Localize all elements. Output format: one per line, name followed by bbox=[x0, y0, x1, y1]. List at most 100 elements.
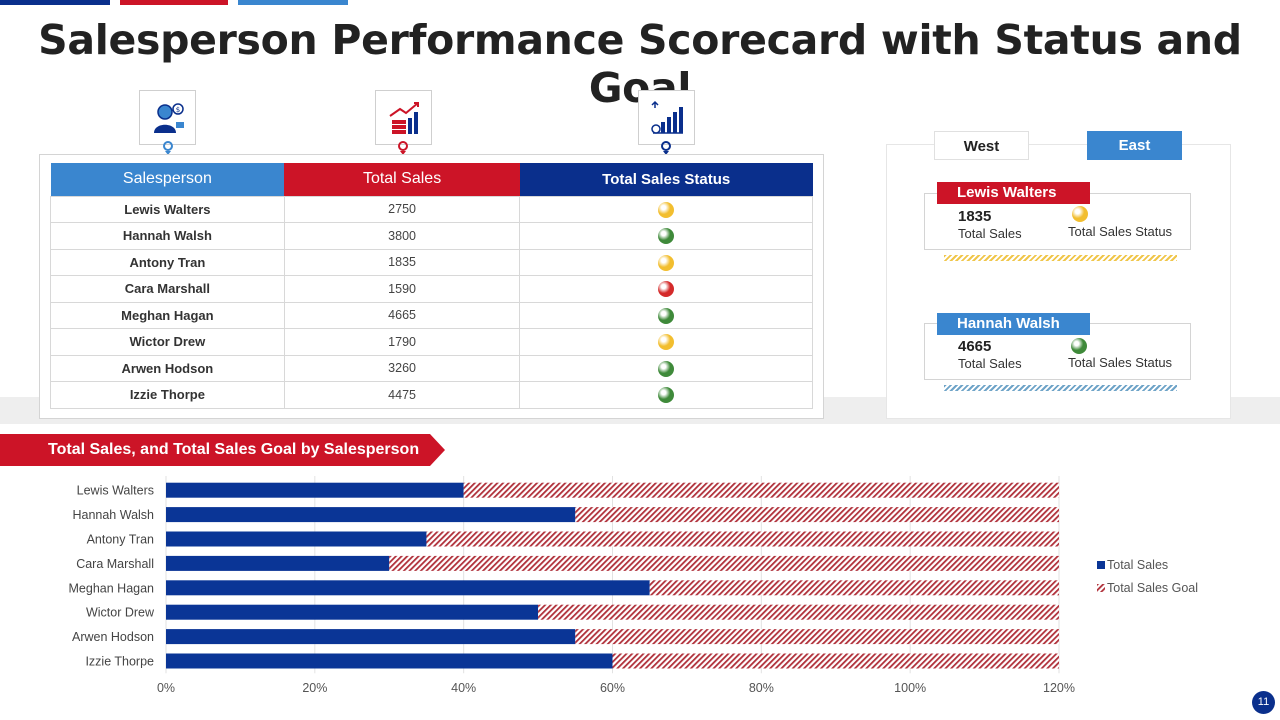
sales-goal-bar bbox=[463, 482, 1060, 498]
accent-bar-red bbox=[120, 0, 228, 5]
sales-money-icon bbox=[375, 90, 432, 145]
table-header-row: Salesperson Total Sales Total Sales Stat… bbox=[50, 163, 813, 196]
category-label: Arwen Hodson bbox=[72, 630, 154, 644]
card-name-label: Lewis Walters bbox=[937, 182, 1090, 204]
x-tick-label: 20% bbox=[302, 681, 327, 695]
category-label: Cara Marshall bbox=[76, 557, 154, 571]
total-sales-value: 3260 bbox=[283, 354, 521, 382]
total-sales-value: 4475 bbox=[283, 381, 521, 409]
accent-bar-navy bbox=[0, 0, 110, 5]
total-sales-value: 2750 bbox=[283, 195, 521, 223]
pin-icon bbox=[661, 141, 671, 155]
card-status-label: Total Sales Status bbox=[1068, 224, 1173, 239]
legend-label: Total Sales Goal bbox=[1107, 581, 1198, 595]
sales-goal-bar bbox=[389, 555, 1059, 571]
table-row: Meghan Hagan 4665 bbox=[50, 301, 813, 329]
status-dot bbox=[658, 281, 675, 298]
status-dot bbox=[658, 254, 675, 271]
growth-chart-icon bbox=[638, 90, 695, 145]
sales-goal-bar bbox=[649, 580, 1059, 596]
total-sales-bar bbox=[166, 555, 390, 571]
x-tick-label: 60% bbox=[600, 681, 625, 695]
sales-goal-bar bbox=[538, 604, 1059, 620]
page-title: Salesperson Performance Scorecard with S… bbox=[38, 16, 1242, 112]
svg-text:$: $ bbox=[175, 106, 179, 114]
salesperson-name: Antony Tran bbox=[50, 248, 285, 276]
scorecard-table: Salesperson Total Sales Total Sales Stat… bbox=[50, 163, 813, 409]
sales-goal-bar bbox=[612, 653, 1059, 669]
x-tick-label: 100% bbox=[894, 681, 926, 695]
total-sales-bar bbox=[166, 482, 464, 498]
card-total-value: 4665 bbox=[958, 338, 992, 355]
legend-swatch bbox=[1097, 561, 1105, 569]
salesperson-icon: $ bbox=[139, 90, 196, 145]
total-sales-bar bbox=[166, 507, 576, 523]
sales-goal-bar bbox=[575, 629, 1059, 645]
card-total-label: Total Sales bbox=[958, 226, 1022, 241]
status-cell bbox=[519, 301, 813, 329]
sales-goal-bar bbox=[575, 507, 1059, 523]
salesperson-name: Arwen Hodson bbox=[50, 354, 285, 382]
status-dot bbox=[658, 387, 675, 404]
card-status-dot bbox=[1071, 338, 1087, 354]
category-label: Hannah Walsh bbox=[72, 508, 154, 522]
sales-goal-bar bbox=[426, 531, 1059, 547]
slide-number-badge: 11 bbox=[1252, 691, 1275, 714]
tab-west[interactable]: West bbox=[934, 131, 1029, 160]
total-sales-bar bbox=[166, 580, 650, 596]
status-cell bbox=[519, 195, 813, 223]
status-cell bbox=[519, 275, 813, 303]
total-sales-bar bbox=[166, 653, 613, 669]
status-cell bbox=[519, 354, 813, 382]
legend-label: Total Sales bbox=[1107, 558, 1168, 572]
status-cell bbox=[519, 328, 813, 356]
section-banner: Total Sales, and Total Sales Goal by Sal… bbox=[0, 434, 445, 466]
total-sales-bar bbox=[166, 629, 576, 645]
table-row: Lewis Walters 2750 bbox=[50, 195, 813, 223]
category-label: Wictor Drew bbox=[86, 606, 155, 620]
category-label: Meghan Hagan bbox=[69, 581, 155, 595]
salesperson-name: Wictor Drew bbox=[50, 328, 285, 356]
total-sales-bar bbox=[166, 531, 427, 547]
table-row: Antony Tran 1835 bbox=[50, 248, 813, 276]
header-total-sales: Total Sales bbox=[284, 163, 520, 196]
salesperson-name: Izzie Thorpe bbox=[50, 381, 285, 409]
table-row: Arwen Hodson 3260 bbox=[50, 354, 813, 382]
salesperson-name: Hannah Walsh bbox=[50, 222, 285, 250]
total-sales-value: 1835 bbox=[283, 248, 521, 276]
pin-icon bbox=[398, 141, 408, 155]
salesperson-name: Meghan Hagan bbox=[50, 301, 285, 329]
total-sales-value: 3800 bbox=[283, 222, 521, 250]
card-status-dot bbox=[1072, 206, 1088, 222]
total-sales-value: 1590 bbox=[283, 275, 521, 303]
table-row: Izzie Thorpe 4475 bbox=[50, 381, 813, 409]
pin-icon bbox=[163, 141, 173, 155]
status-dot bbox=[658, 201, 675, 218]
card-name-label: Hannah Walsh bbox=[937, 313, 1090, 335]
card-status-label: Total Sales Status bbox=[1068, 355, 1173, 370]
card-total-label: Total Sales bbox=[958, 356, 1022, 371]
category-label: Antony Tran bbox=[87, 533, 154, 547]
salesperson-name: Lewis Walters bbox=[50, 195, 285, 223]
card-hatch-bar bbox=[944, 385, 1177, 391]
x-tick-label: 0% bbox=[157, 681, 175, 695]
header-total-sales-status: Total Sales Status bbox=[519, 163, 813, 196]
salesperson-name: Cara Marshall bbox=[50, 275, 285, 303]
status-cell bbox=[519, 222, 813, 250]
status-dot bbox=[658, 360, 675, 377]
total-sales-value: 1790 bbox=[283, 328, 521, 356]
status-dot bbox=[658, 334, 675, 351]
total-sales-value: 4665 bbox=[283, 301, 521, 329]
table-row: Hannah Walsh 3800 bbox=[50, 222, 813, 250]
card-total-value: 1835 bbox=[958, 208, 992, 225]
status-dot bbox=[658, 228, 675, 245]
tab-east[interactable]: East bbox=[1087, 131, 1182, 160]
x-tick-label: 120% bbox=[1043, 681, 1075, 695]
table-row: Wictor Drew 1790 bbox=[50, 328, 813, 356]
total-sales-bar bbox=[166, 604, 539, 620]
status-cell bbox=[519, 248, 813, 276]
goal-bar-chart: 0% 20% 40% 60% 80% 100% 120% Lewis Walters Hanna… bbox=[69, 476, 1198, 695]
category-label: Izzie Thorpe bbox=[85, 655, 154, 669]
header-salesperson: Salesperson bbox=[50, 163, 285, 196]
accent-bar-blue bbox=[238, 0, 348, 5]
